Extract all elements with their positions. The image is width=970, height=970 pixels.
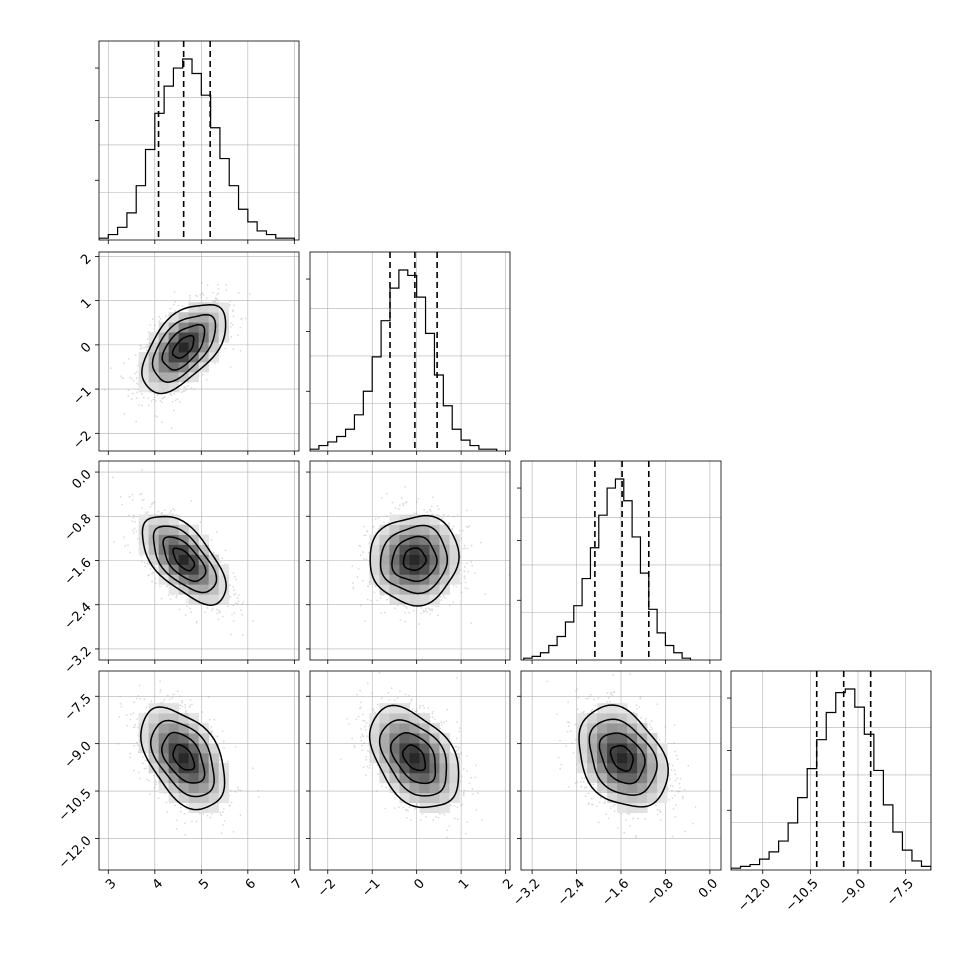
y-tick-label-3-1: −10.5 bbox=[56, 786, 95, 825]
panel-3-3 bbox=[727, 670, 932, 874]
panel-2-0 bbox=[95, 460, 300, 664]
panel-frame-1-1 bbox=[309, 251, 511, 452]
density-3-0 bbox=[138, 703, 230, 813]
panel-frame-3-0 bbox=[98, 670, 300, 871]
contour-3-0-1 bbox=[161, 731, 206, 784]
x-tick-label-0-0: 3 bbox=[103, 876, 119, 892]
histogram-0 bbox=[99, 58, 295, 240]
x-tick-label-2-3: −0.8 bbox=[644, 876, 677, 909]
contour-3-0-0 bbox=[172, 743, 196, 771]
x-tick-label-2-0: −3.2 bbox=[510, 876, 543, 909]
x-tick-label-0-2: 5 bbox=[196, 876, 212, 892]
x-tick-label-0-3: 6 bbox=[243, 876, 259, 892]
histogram-1 bbox=[310, 269, 498, 451]
x-tick-label-3-0: −12.0 bbox=[735, 876, 774, 915]
contour-2-0-3 bbox=[141, 515, 227, 606]
contour-3-1-0 bbox=[401, 744, 427, 772]
x-tick-label-1-0: −2 bbox=[315, 876, 339, 900]
panel-1-1 bbox=[306, 251, 511, 455]
x-tick-label-3-3: −7.5 bbox=[884, 876, 917, 909]
y-tick-label-2-3: −0.8 bbox=[62, 511, 95, 544]
contour-2-1-3 bbox=[369, 514, 460, 607]
y-tick-label-2-0: −3.2 bbox=[62, 644, 95, 677]
contour-3-1-1 bbox=[389, 732, 437, 785]
x-tick-label-1-2: 0 bbox=[412, 876, 428, 892]
contour-2-0-0 bbox=[172, 547, 196, 572]
contour-3-0-3 bbox=[140, 706, 226, 811]
y-tick-label-1-4: 2 bbox=[78, 251, 94, 267]
contour-1-0-3 bbox=[141, 304, 227, 395]
panel-frame-3-3 bbox=[730, 670, 932, 871]
contour-3-1-3 bbox=[368, 704, 460, 809]
histogram-3 bbox=[731, 688, 931, 870]
x-tick-label-1-4: 2 bbox=[500, 876, 516, 892]
histogram-2 bbox=[523, 478, 692, 660]
y-tick-label-1-2: 0 bbox=[78, 340, 94, 356]
y-tick-label-3-0: −12.0 bbox=[56, 833, 95, 872]
panel-2-1 bbox=[306, 460, 511, 664]
contour-2-0-1 bbox=[162, 536, 207, 583]
x-tick-label-0-4: 7 bbox=[289, 876, 305, 892]
panel-0-0 bbox=[95, 40, 300, 244]
contour-3-0-2 bbox=[150, 719, 215, 798]
contour-1-0-1 bbox=[161, 323, 206, 371]
y-tick-label-1-1: −1 bbox=[70, 384, 94, 408]
y-tick-label-2-4: 0.0 bbox=[69, 467, 94, 492]
panel-3-0 bbox=[95, 670, 300, 874]
y-tick-label-3-3: −7.5 bbox=[62, 691, 95, 724]
y-tick-label-1-3: 1 bbox=[78, 296, 94, 312]
contour-3-2-3 bbox=[578, 704, 669, 808]
panel-frame-1-0 bbox=[98, 251, 300, 452]
contour-3-2-2 bbox=[588, 718, 658, 796]
x-tick-label-2-1: −2.4 bbox=[555, 876, 588, 909]
density-3-2 bbox=[577, 703, 668, 813]
x-tick-label-3-2: −9.0 bbox=[836, 876, 869, 909]
y-tick-label-1-0: −2 bbox=[70, 428, 94, 452]
x-tick-label-2-2: −1.6 bbox=[599, 876, 632, 909]
x-tick-label-3-1: −10.5 bbox=[783, 876, 822, 915]
contour-1-0-0 bbox=[171, 334, 195, 359]
y-tick-label-2-1: −2.4 bbox=[62, 600, 95, 633]
panel-3-2 bbox=[517, 670, 722, 874]
contour-2-1-2 bbox=[379, 524, 449, 595]
panel-frame-0-0 bbox=[98, 40, 300, 241]
panel-3-1 bbox=[306, 670, 511, 874]
contour-2-1-0 bbox=[402, 547, 427, 571]
contour-1-0-2 bbox=[151, 313, 217, 383]
x-tick-label-1-3: 1 bbox=[456, 876, 472, 892]
y-tick-label-3-2: −9.0 bbox=[62, 739, 95, 772]
y-tick-label-2-2: −1.6 bbox=[62, 556, 95, 589]
contour-3-2-1 bbox=[598, 732, 646, 785]
panel-2-2 bbox=[517, 460, 722, 664]
contour-2-0-2 bbox=[152, 525, 218, 594]
x-tick-label-1-1: −1 bbox=[359, 876, 383, 900]
contour-2-1-1 bbox=[391, 535, 438, 583]
x-tick-label-0-1: 4 bbox=[150, 876, 166, 892]
panel-frame-3-1 bbox=[309, 670, 511, 871]
panel-1-0 bbox=[95, 251, 300, 455]
x-tick-label-2-4: 0.0 bbox=[696, 876, 721, 901]
contour-3-1-2 bbox=[378, 719, 448, 797]
density-1-0 bbox=[138, 302, 230, 393]
contour-3-2-0 bbox=[609, 744, 634, 772]
